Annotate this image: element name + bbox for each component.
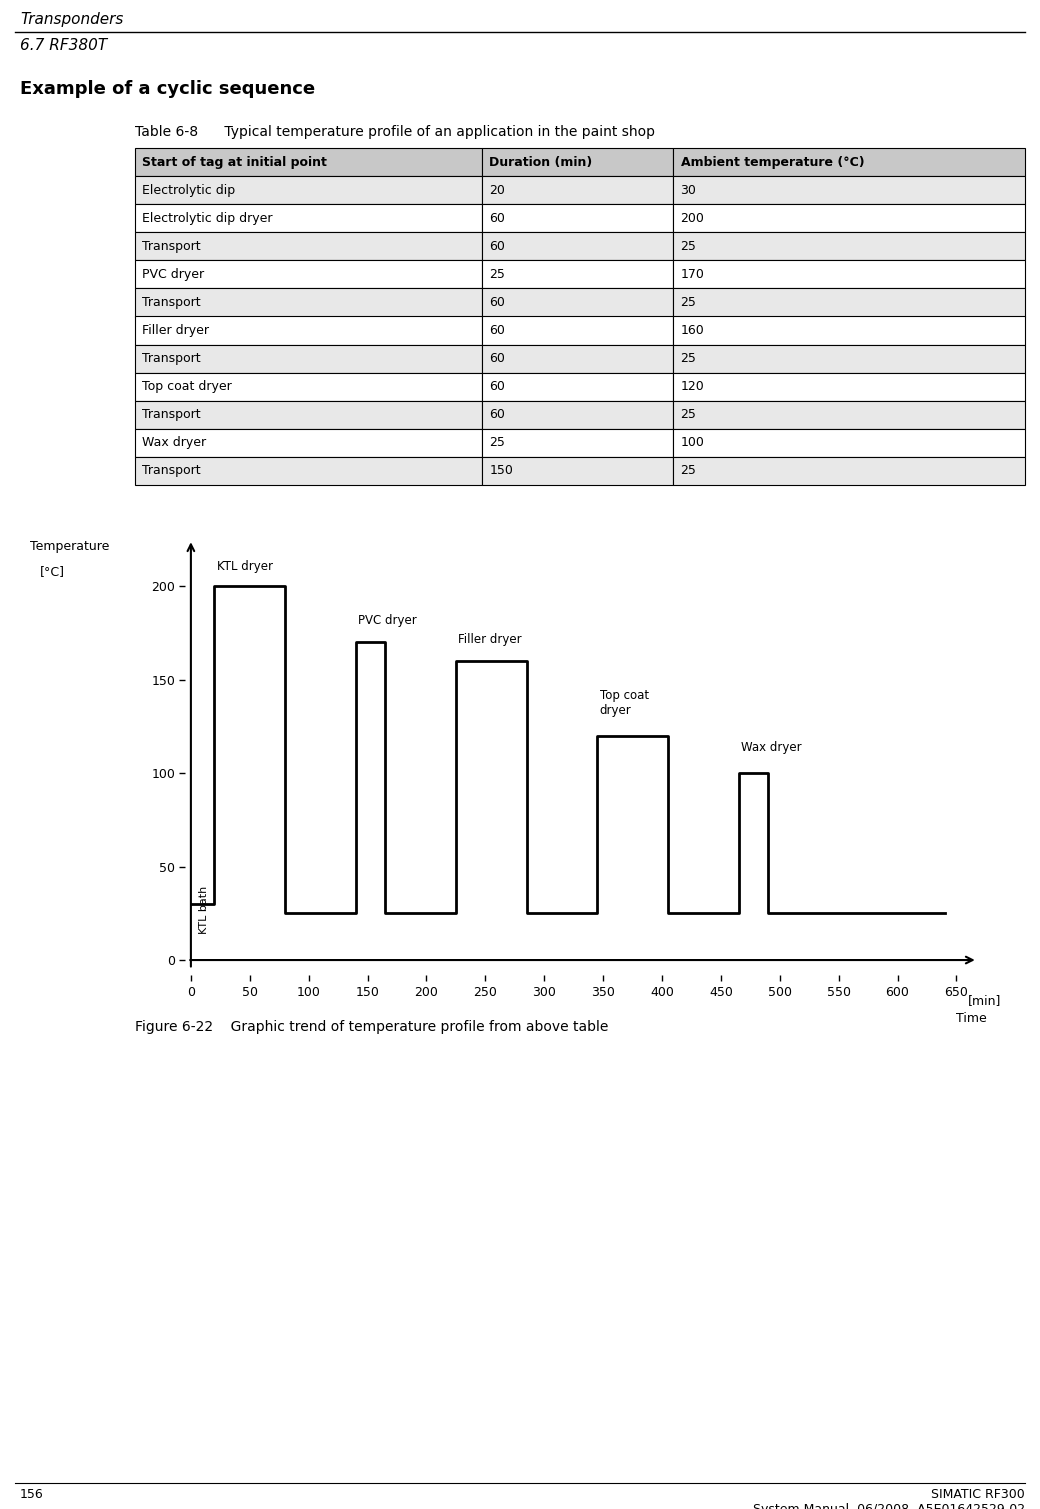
Bar — [483, 457, 674, 484]
Text: Temperature: Temperature — [30, 540, 109, 552]
Bar — [483, 232, 674, 261]
Bar — [674, 288, 1025, 317]
Text: [min]: [min] — [968, 994, 1002, 1007]
Bar — [483, 317, 674, 344]
Text: Ambient temperature (°C): Ambient temperature (°C) — [680, 155, 864, 169]
Text: 60: 60 — [489, 380, 505, 394]
Text: 25: 25 — [489, 269, 505, 281]
Text: 30: 30 — [680, 184, 697, 196]
Bar — [483, 373, 674, 401]
Text: 25: 25 — [680, 352, 697, 365]
Bar — [674, 344, 1025, 373]
Text: Top coat dryer: Top coat dryer — [142, 380, 232, 394]
Bar — [483, 204, 674, 232]
Bar — [135, 177, 483, 204]
Text: 6.7 RF380T: 6.7 RF380T — [20, 38, 107, 53]
Text: Electrolytic dip dryer: Electrolytic dip dryer — [142, 211, 272, 225]
Bar — [674, 457, 1025, 484]
Bar — [135, 288, 483, 317]
Text: 60: 60 — [489, 240, 505, 254]
Text: Electrolytic dip: Electrolytic dip — [142, 184, 235, 196]
Bar — [483, 177, 674, 204]
Text: 25: 25 — [680, 240, 697, 254]
Bar — [674, 373, 1025, 401]
Text: 60: 60 — [489, 352, 505, 365]
Text: 60: 60 — [489, 211, 505, 225]
Text: Transport: Transport — [142, 465, 201, 477]
Text: 120: 120 — [680, 380, 704, 394]
Text: 156: 156 — [20, 1488, 44, 1501]
Text: Duration (min): Duration (min) — [489, 155, 593, 169]
Bar — [674, 204, 1025, 232]
Text: Transport: Transport — [142, 296, 201, 309]
Text: KTL bath: KTL bath — [199, 886, 209, 934]
Text: Start of tag at initial point: Start of tag at initial point — [142, 155, 327, 169]
Text: 160: 160 — [680, 324, 704, 337]
Text: 200: 200 — [680, 211, 704, 225]
Text: 60: 60 — [489, 324, 505, 337]
Text: PVC dryer: PVC dryer — [358, 614, 417, 628]
Text: 150: 150 — [489, 465, 513, 477]
Text: 25: 25 — [680, 465, 697, 477]
Bar — [483, 261, 674, 288]
Text: Transport: Transport — [142, 409, 201, 421]
Text: Transport: Transport — [142, 240, 201, 254]
Text: Filler dryer: Filler dryer — [142, 324, 209, 337]
Text: Wax dryer: Wax dryer — [740, 741, 802, 754]
Text: 25: 25 — [489, 436, 505, 450]
Text: [°C]: [°C] — [40, 564, 64, 578]
Text: 60: 60 — [489, 296, 505, 309]
Bar — [674, 148, 1025, 177]
Text: SIMATIC RF300
System Manual, 06/2008, A5E01642529-02: SIMATIC RF300 System Manual, 06/2008, A5… — [753, 1488, 1025, 1509]
Bar — [135, 261, 483, 288]
Text: 25: 25 — [680, 409, 697, 421]
Bar — [674, 429, 1025, 457]
Bar — [674, 261, 1025, 288]
Text: Table 6-8      Typical temperature profile of an application in the paint shop: Table 6-8 Typical temperature profile of… — [135, 125, 655, 139]
Bar — [135, 317, 483, 344]
Bar — [483, 344, 674, 373]
Bar — [674, 177, 1025, 204]
Bar — [483, 401, 674, 429]
Text: 25: 25 — [680, 296, 697, 309]
Text: 60: 60 — [489, 409, 505, 421]
Text: KTL dryer: KTL dryer — [216, 560, 272, 573]
Bar — [135, 457, 483, 484]
Text: Time: Time — [957, 1013, 987, 1026]
Text: Transport: Transport — [142, 352, 201, 365]
Text: 100: 100 — [680, 436, 704, 450]
Text: Example of a cyclic sequence: Example of a cyclic sequence — [20, 80, 315, 98]
Bar — [674, 317, 1025, 344]
Text: 170: 170 — [680, 269, 704, 281]
Text: Wax dryer: Wax dryer — [142, 436, 206, 450]
Bar — [135, 401, 483, 429]
Bar — [135, 344, 483, 373]
Bar — [135, 232, 483, 261]
Bar — [135, 373, 483, 401]
Bar — [483, 429, 674, 457]
Bar — [483, 288, 674, 317]
Text: Figure 6-22    Graphic trend of temperature profile from above table: Figure 6-22 Graphic trend of temperature… — [135, 1020, 608, 1034]
Bar — [135, 204, 483, 232]
Text: Transponders: Transponders — [20, 12, 124, 27]
Text: Top coat
dryer: Top coat dryer — [600, 690, 649, 717]
Text: PVC dryer: PVC dryer — [142, 269, 204, 281]
Bar — [483, 148, 674, 177]
Bar — [135, 429, 483, 457]
Bar — [674, 232, 1025, 261]
Bar — [135, 148, 483, 177]
Text: Filler dryer: Filler dryer — [459, 632, 522, 646]
Text: 20: 20 — [489, 184, 505, 196]
Bar — [674, 401, 1025, 429]
